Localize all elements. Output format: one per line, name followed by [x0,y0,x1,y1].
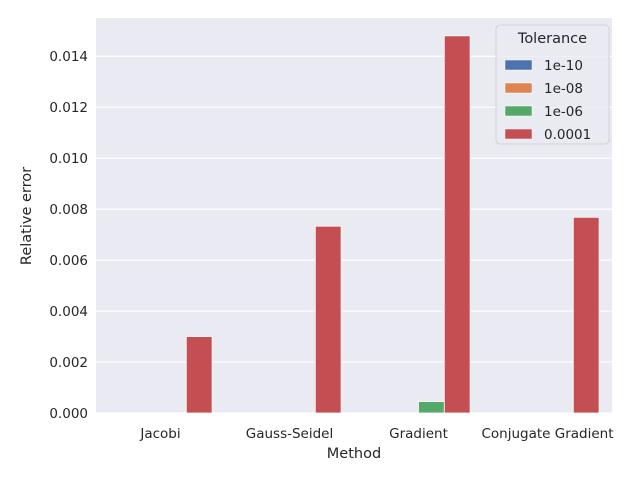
y-axis-ticks: 0.000 0.002 0.004 0.006 0.008 0.010 0.012 0.014 [49,49,88,422]
bars [185,35,600,414]
legend-label: 1e-06 [544,104,583,120]
legend-label: 1e-10 [544,58,583,74]
legend-swatch [504,105,533,117]
x-axis-label: Method [327,446,381,462]
legend-title: Tolerance [517,31,587,47]
legend-swatch [504,59,533,71]
y-axis-label: Relative error [19,167,35,265]
y-tick-label: 0.008 [49,202,88,218]
legend-swatch [504,128,533,140]
y-tick-label: 0.006 [49,253,88,269]
x-tick-label: Jacobi [139,426,180,442]
bar [572,216,600,414]
legend-label: 1e-08 [544,81,583,97]
x-tick-label: Gauss-Seidel [246,426,333,442]
y-tick-label: 0.010 [49,151,88,167]
y-tick-label: 0.004 [49,304,88,320]
y-tick-label: 0.014 [49,49,88,65]
legend-swatch [504,82,533,94]
y-tick-label: 0.002 [49,355,88,371]
y-tick-label: 0.012 [49,100,88,116]
bar [314,225,342,414]
x-tick-label: Conjugate Gradient [481,426,613,442]
legend: Tolerance 1e-10 1e-08 1e-06 0.0001 [495,24,610,145]
y-tick-label: 0.000 [49,406,88,422]
bar [418,401,445,414]
bar [185,336,213,414]
x-axis-ticks: Jacobi Gauss-Seidel Gradient Conjugate Grad… [139,426,613,442]
bar [443,35,471,414]
legend-label: 0.0001 [544,127,591,143]
x-tick-label: Gradient [389,426,448,442]
